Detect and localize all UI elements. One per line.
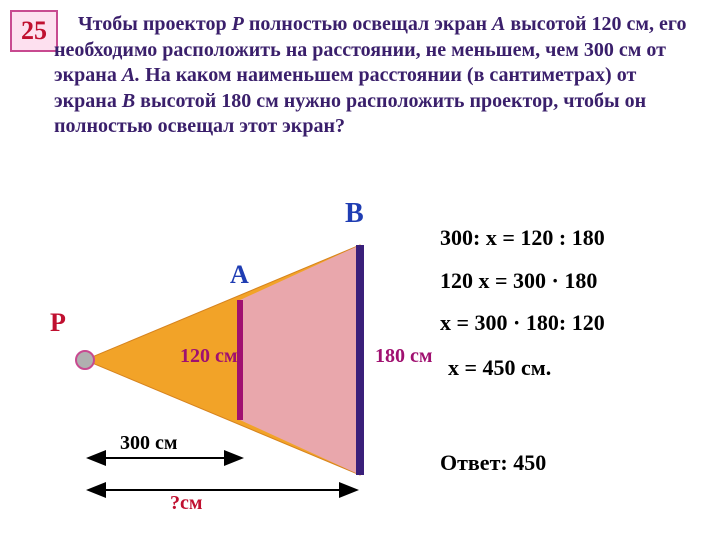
var-A: A: [492, 13, 505, 35]
problem-number-badge: 25: [10, 10, 58, 52]
var-B: B: [122, 90, 135, 112]
label-180: 180 см: [375, 345, 433, 368]
label-300: 300 см: [120, 432, 178, 455]
text-fragment: Чтобы проектор: [78, 13, 232, 35]
text-fragment: высотой 180 см нужно расположить проекто…: [54, 90, 646, 138]
equation-4: x = 450 см.: [448, 355, 551, 381]
label-A: A: [230, 260, 249, 290]
equation-1: 300: x = 120 : 180: [440, 225, 605, 251]
diagram: P A B 120 см 180 см 300 см ?см: [40, 190, 440, 530]
var-A: A.: [122, 64, 140, 86]
problem-statement: Чтобы проектор P полностью освещал экран…: [54, 12, 704, 140]
var-P: P: [232, 13, 244, 35]
label-unknown: ?см: [170, 492, 203, 515]
answer: Ответ: 450: [440, 450, 546, 476]
equation-3: x = 300 · 180: 120: [440, 310, 605, 336]
label-120: 120 см: [180, 345, 238, 368]
text-fragment: полностью освещал экран: [244, 13, 492, 35]
label-P: P: [50, 308, 66, 338]
label-B: B: [345, 198, 364, 230]
equation-2: 120 x = 300 · 180: [440, 268, 597, 294]
